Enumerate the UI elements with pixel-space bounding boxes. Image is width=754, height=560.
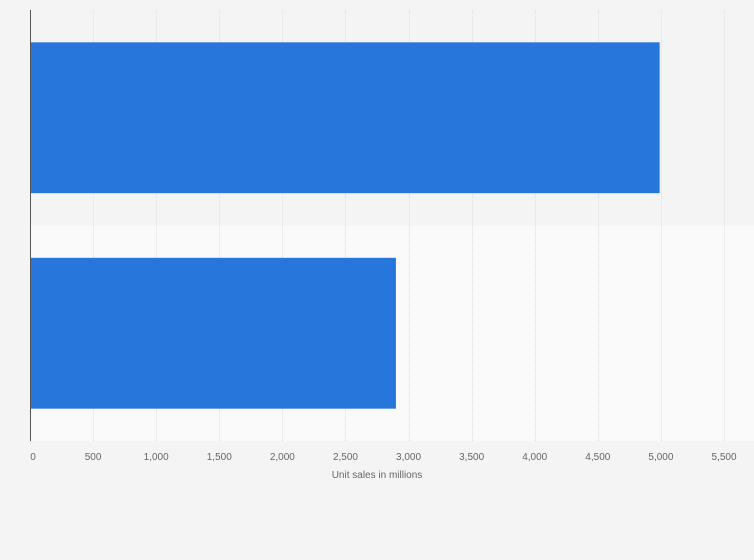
x-tick-label-7: 3,500	[459, 452, 484, 463]
x-tick-label-3: 1,500	[207, 452, 232, 463]
bars	[30, 42, 660, 409]
x-tick-label-4: 2,000	[270, 452, 295, 463]
x-tick-label-9: 4,500	[585, 452, 610, 463]
x-tick-label-2: 1,000	[144, 452, 169, 463]
x-tick-label-10: 5,000	[648, 452, 673, 463]
x-tick-label-0: 0	[30, 452, 36, 463]
x-tick-label-1: 500	[85, 452, 102, 463]
x-tick-label-5: 2,500	[333, 452, 358, 463]
x-tick-label-11: 5,500	[711, 452, 736, 463]
x-tick-label-6: 3,000	[396, 452, 421, 463]
bar-1	[30, 42, 660, 194]
x-axis-title: Unit sales in millions	[332, 470, 423, 481]
x-tick-labels: 0 500 1,000 1,500 2,000 2,500 3,000 3,500 4,000 4…	[30, 452, 737, 463]
x-tick-label-8: 4,000	[522, 452, 547, 463]
bar-2	[30, 257, 396, 409]
